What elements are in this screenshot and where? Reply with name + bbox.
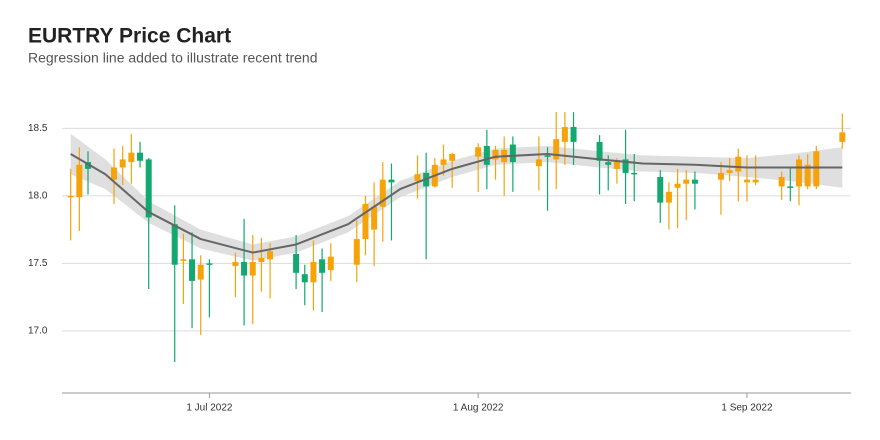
candle-body <box>778 176 785 187</box>
candle-body <box>111 167 118 180</box>
x-tick-label: 1 Sep 2022 <box>721 403 773 414</box>
candle-body <box>249 262 256 276</box>
candle-body <box>726 170 733 173</box>
candle-body <box>189 259 196 281</box>
candle-body <box>197 264 204 280</box>
chart-subtitle: Regression line added to illustrate rece… <box>28 50 318 66</box>
candle-body <box>206 263 213 265</box>
candle-body <box>787 186 794 188</box>
candle-body <box>570 127 577 142</box>
candle-body <box>735 156 742 172</box>
candle-body <box>492 149 499 160</box>
candle-body <box>795 159 802 187</box>
candle-body <box>440 159 447 165</box>
candle-body <box>241 262 248 276</box>
candle-body <box>128 152 135 163</box>
candle-body <box>717 172 724 180</box>
x-tick-label: 1 Jul 2022 <box>186 403 233 414</box>
y-tick-label: 18.5 <box>28 123 48 134</box>
candle-body <box>553 139 560 160</box>
candle-body <box>76 164 83 198</box>
candle-body <box>137 152 144 161</box>
candle-body <box>267 251 274 260</box>
candle-body <box>509 144 516 163</box>
x-tick-label: 1 Aug 2022 <box>453 403 504 414</box>
candle-body <box>449 154 456 161</box>
candle-body <box>535 159 542 167</box>
candle-body <box>379 179 386 207</box>
candle-body <box>353 239 360 265</box>
candle-body <box>232 262 239 267</box>
candle-body <box>665 191 672 203</box>
candle-body <box>691 179 698 184</box>
candle-body <box>371 206 378 230</box>
candle-body <box>310 262 317 283</box>
y-tick-label: 17.5 <box>28 258 48 269</box>
regression-line <box>70 153 843 254</box>
candle-body <box>605 162 612 165</box>
candle-body <box>180 259 187 261</box>
candle-body <box>544 155 551 157</box>
candle-body <box>561 127 568 142</box>
candle-body <box>414 174 421 182</box>
candle-body <box>813 151 820 187</box>
candle-body <box>674 183 681 188</box>
candle-body <box>293 253 300 273</box>
candle-body <box>622 159 629 173</box>
candle-body <box>804 164 811 187</box>
candle-body <box>85 162 92 169</box>
candle-body <box>327 256 334 271</box>
candle-body <box>752 179 759 183</box>
candle-body <box>657 176 664 203</box>
confidence-band <box>70 133 843 261</box>
candle-body <box>596 141 603 161</box>
candle-body <box>613 160 620 169</box>
candle-body <box>631 172 638 175</box>
candle-body <box>388 179 395 183</box>
candle-body <box>362 203 369 240</box>
candle-body <box>319 259 326 273</box>
candle-body <box>483 145 490 165</box>
candle-body <box>258 257 265 263</box>
candle-body <box>683 179 690 184</box>
candle-body <box>839 132 846 142</box>
chart-title: EURTRY Price Chart <box>28 25 231 48</box>
candle-body <box>119 159 126 168</box>
candle-body <box>301 274 308 283</box>
candle-body <box>743 179 750 183</box>
candle-body <box>145 159 152 218</box>
y-tick-label: 17.0 <box>28 326 48 337</box>
candle-body <box>171 224 178 265</box>
y-tick-label: 18.0 <box>28 191 48 202</box>
candle-body <box>67 195 74 198</box>
candle-body <box>475 147 482 157</box>
